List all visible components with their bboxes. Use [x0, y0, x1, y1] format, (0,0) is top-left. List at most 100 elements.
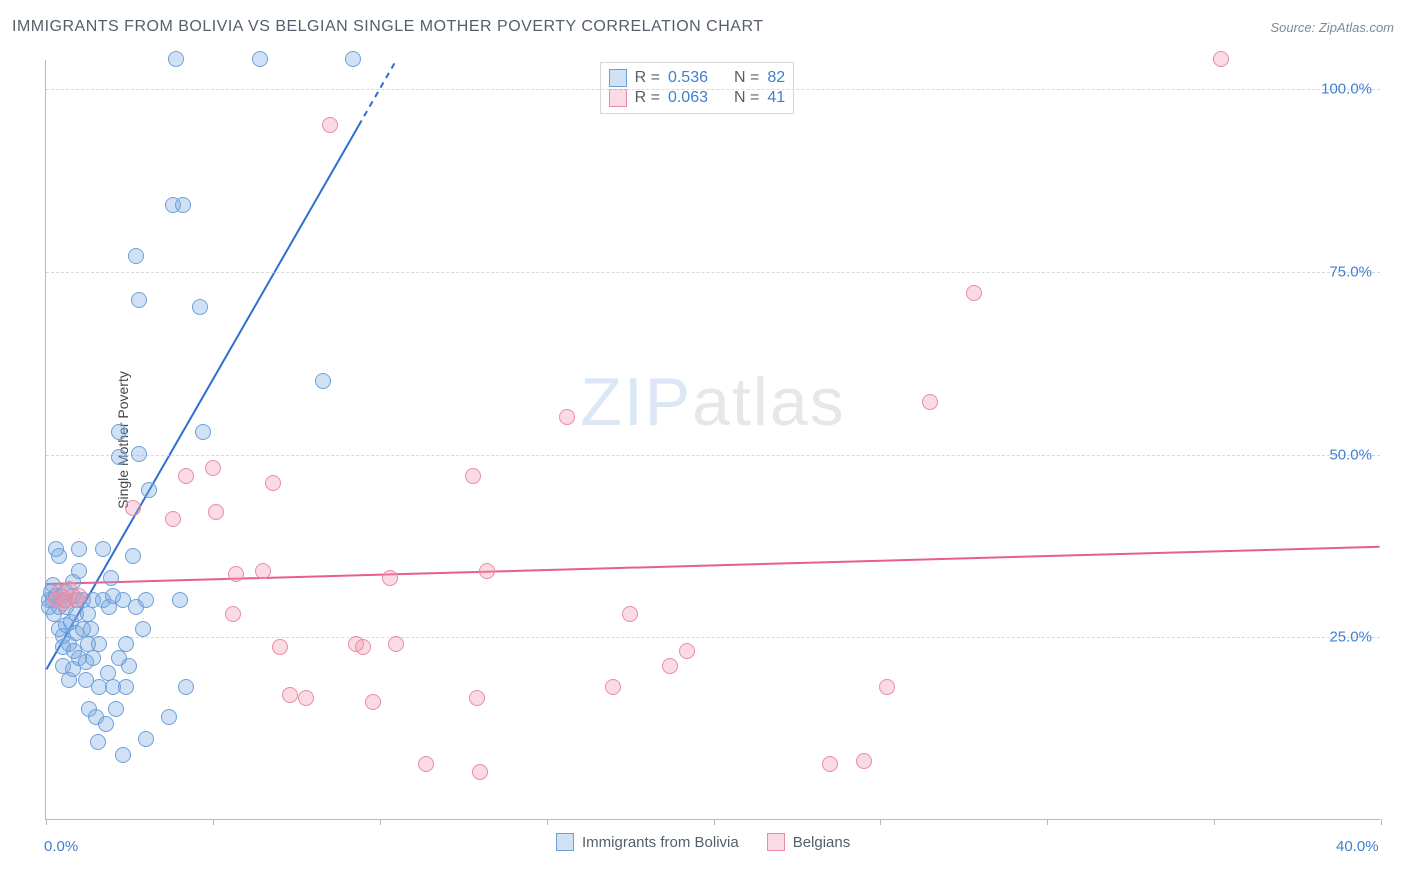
- point-belgians: [605, 679, 621, 695]
- point-bolivia: [121, 658, 137, 674]
- x-tick: [714, 819, 715, 825]
- point-belgians: [165, 511, 181, 527]
- swatch-bolivia: [609, 69, 627, 87]
- r-value-bolivia: 0.536: [668, 69, 708, 87]
- x-tick: [380, 819, 381, 825]
- y-axis-label: Single Mother Poverty: [115, 371, 131, 509]
- point-bolivia: [168, 51, 184, 67]
- point-belgians: [465, 468, 481, 484]
- point-belgians: [469, 690, 485, 706]
- point-bolivia: [115, 747, 131, 763]
- x-tick-label: 0.0%: [44, 838, 78, 855]
- watermark: ZIPatlas: [580, 363, 845, 441]
- point-bolivia: [78, 654, 94, 670]
- point-bolivia: [78, 672, 94, 688]
- point-bolivia: [141, 482, 157, 498]
- point-bolivia: [75, 621, 91, 637]
- point-belgians: [228, 566, 244, 582]
- point-bolivia: [138, 592, 154, 608]
- point-bolivia: [105, 588, 121, 604]
- point-bolivia: [45, 592, 61, 608]
- trend-line: [46, 547, 1379, 584]
- point-bolivia: [172, 592, 188, 608]
- point-bolivia: [161, 709, 177, 725]
- point-belgians: [255, 563, 271, 579]
- point-belgians: [51, 584, 67, 600]
- point-bolivia: [88, 709, 104, 725]
- point-bolivia: [45, 577, 61, 593]
- point-bolivia: [131, 292, 147, 308]
- point-belgians: [355, 639, 371, 655]
- point-bolivia: [101, 599, 117, 615]
- point-bolivia: [85, 592, 101, 608]
- point-belgians: [1213, 51, 1229, 67]
- point-belgians: [679, 643, 695, 659]
- point-bolivia: [345, 51, 361, 67]
- point-belgians: [48, 592, 64, 608]
- watermark-zip: ZIP: [580, 364, 692, 440]
- point-bolivia: [58, 584, 74, 600]
- x-tick: [1214, 819, 1215, 825]
- point-belgians: [418, 756, 434, 772]
- point-bolivia: [80, 606, 96, 622]
- point-bolivia: [178, 679, 194, 695]
- x-tick: [547, 819, 548, 825]
- gridline-h: [46, 455, 1380, 456]
- point-belgians: [298, 690, 314, 706]
- point-bolivia: [41, 599, 57, 615]
- x-tick-label: 40.0%: [1336, 838, 1379, 855]
- point-bolivia: [46, 606, 62, 622]
- point-belgians: [365, 694, 381, 710]
- plot-area: Single Mother Poverty ZIPatlas R = 0.536…: [45, 60, 1380, 820]
- point-bolivia: [48, 588, 64, 604]
- point-belgians: [205, 460, 221, 476]
- point-bolivia: [118, 679, 134, 695]
- point-belgians: [559, 409, 575, 425]
- gridline-h: [46, 637, 1380, 638]
- point-bolivia: [192, 299, 208, 315]
- point-bolivia: [53, 588, 69, 604]
- point-belgians: [282, 687, 298, 703]
- x-tick: [880, 819, 881, 825]
- point-bolivia: [65, 661, 81, 677]
- point-belgians: [225, 606, 241, 622]
- point-bolivia: [125, 548, 141, 564]
- point-bolivia: [128, 248, 144, 264]
- point-bolivia: [111, 650, 127, 666]
- swatch-belgians: [609, 89, 627, 107]
- point-bolivia: [56, 592, 72, 608]
- point-bolivia: [51, 621, 67, 637]
- point-belgians: [55, 595, 71, 611]
- point-belgians: [178, 468, 194, 484]
- point-bolivia: [58, 599, 74, 615]
- point-bolivia: [66, 643, 82, 659]
- point-bolivia: [105, 679, 121, 695]
- point-bolivia: [68, 606, 84, 622]
- point-bolivia: [85, 650, 101, 666]
- x-tick: [1381, 819, 1382, 825]
- y-tick-label: 75.0%: [1329, 263, 1372, 280]
- legend-item-belgians: Belgians: [767, 833, 851, 851]
- point-belgians: [922, 394, 938, 410]
- legend-label-belgians: Belgians: [793, 834, 851, 851]
- point-bolivia: [41, 592, 57, 608]
- point-bolivia: [90, 734, 106, 750]
- point-bolivia: [108, 701, 124, 717]
- point-bolivia: [70, 592, 86, 608]
- n-value-bolivia: 82: [767, 69, 785, 87]
- legend-correlation: R = 0.536 N = 82 R = 0.063 N = 41: [600, 62, 795, 114]
- point-belgians: [71, 588, 87, 604]
- trend-line: [46, 126, 358, 670]
- point-belgians: [58, 592, 74, 608]
- point-belgians: [61, 581, 77, 597]
- point-bolivia: [61, 672, 77, 688]
- y-tick-label: 100.0%: [1321, 81, 1372, 98]
- point-belgians: [272, 639, 288, 655]
- point-bolivia: [95, 592, 111, 608]
- y-tick-label: 50.0%: [1329, 446, 1372, 463]
- x-tick: [1047, 819, 1048, 825]
- point-belgians: [472, 764, 488, 780]
- point-bolivia: [83, 621, 99, 637]
- point-bolivia: [51, 548, 67, 564]
- n-value-belgians: 41: [767, 89, 785, 107]
